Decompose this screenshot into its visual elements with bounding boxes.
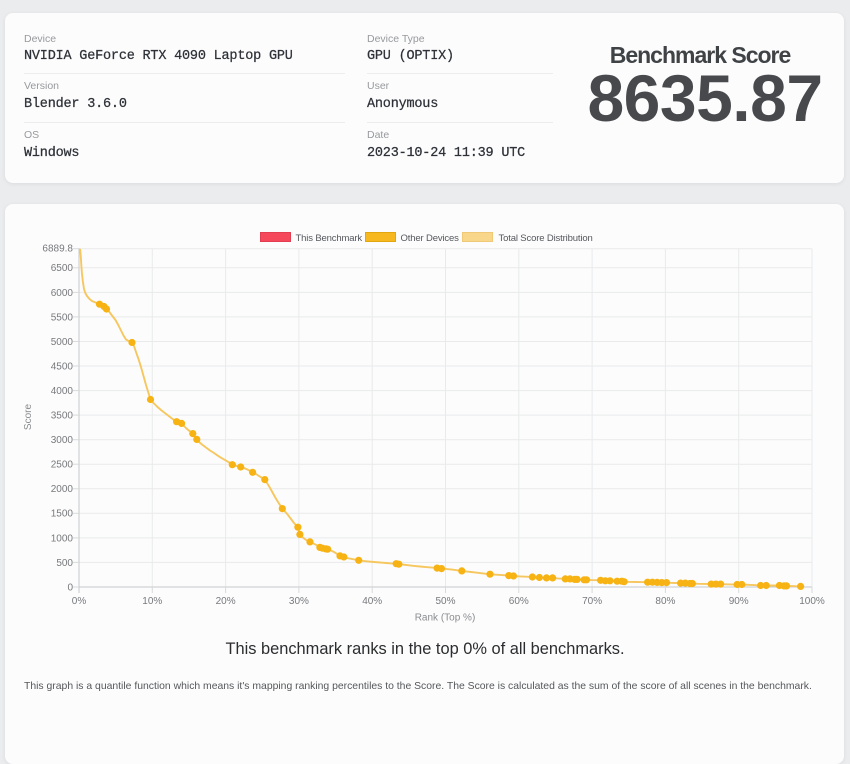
svg-text:5500: 5500 [51, 312, 74, 323]
svg-text:50%: 50% [435, 596, 455, 607]
svg-text:5000: 5000 [51, 337, 74, 348]
svg-text:20%: 20% [216, 596, 236, 607]
svg-text:2000: 2000 [51, 484, 74, 495]
svg-text:6500: 6500 [51, 263, 74, 274]
svg-text:2500: 2500 [51, 460, 74, 471]
svg-text:Rank (Top %): Rank (Top %) [415, 613, 476, 624]
svg-text:60%: 60% [509, 596, 529, 607]
svg-text:70%: 70% [582, 596, 602, 607]
svg-text:40%: 40% [362, 596, 382, 607]
svg-text:30%: 30% [289, 596, 309, 607]
svg-text:0: 0 [67, 582, 73, 593]
svg-text:3500: 3500 [51, 411, 74, 422]
svg-text:6889.8: 6889.8 [42, 244, 73, 255]
svg-text:4500: 4500 [51, 361, 74, 372]
svg-text:6000: 6000 [51, 288, 74, 299]
svg-text:90%: 90% [729, 596, 749, 607]
svg-text:500: 500 [56, 558, 73, 569]
svg-text:100%: 100% [799, 596, 825, 607]
svg-text:80%: 80% [655, 596, 675, 607]
svg-text:0%: 0% [72, 596, 87, 607]
svg-text:4000: 4000 [51, 386, 74, 397]
svg-text:10%: 10% [142, 596, 162, 607]
svg-text:3000: 3000 [51, 435, 74, 446]
svg-text:1500: 1500 [51, 509, 74, 520]
svg-text:Score: Score [23, 404, 34, 431]
svg-text:1000: 1000 [51, 533, 74, 544]
